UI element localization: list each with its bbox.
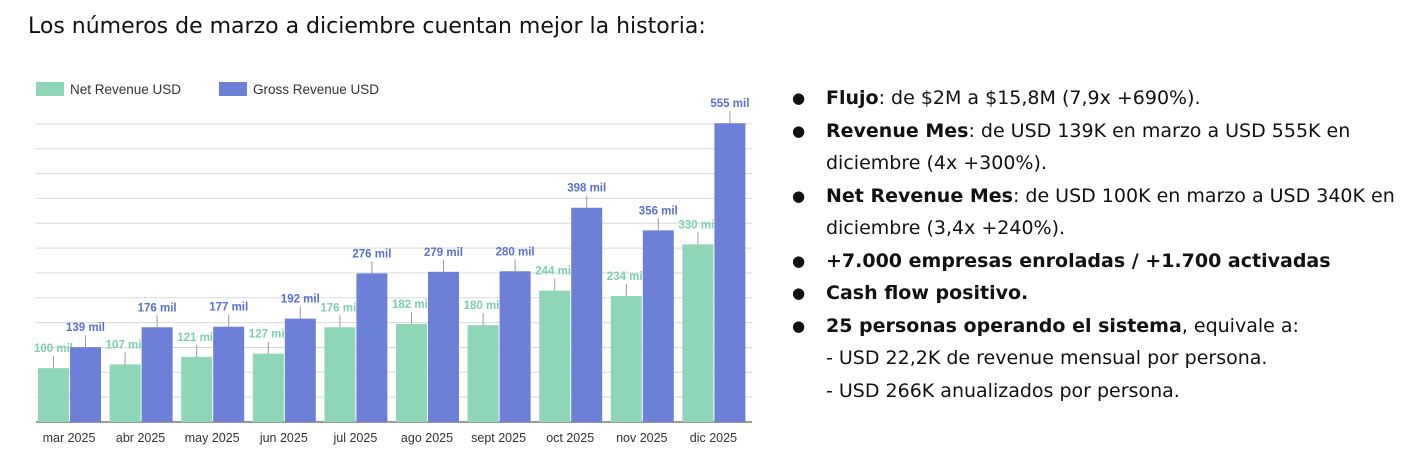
bar bbox=[499, 271, 531, 422]
legend-label: Net Revenue USD bbox=[70, 82, 181, 97]
bullet-net-revenue-mes: Net Revenue Mes: de USD 100K en marzo a … bbox=[790, 180, 1400, 245]
bar bbox=[213, 326, 245, 422]
data-label: 180 mil bbox=[464, 300, 503, 312]
bar bbox=[284, 318, 316, 422]
bullet-revenue-bold: Revenue Mes bbox=[826, 119, 969, 142]
x-tick-label: may 2025 bbox=[185, 431, 240, 445]
bar bbox=[642, 230, 674, 422]
bar bbox=[610, 296, 642, 422]
bar bbox=[324, 327, 356, 422]
bar bbox=[714, 123, 746, 422]
bar bbox=[356, 273, 388, 422]
x-tick-label: oct 2025 bbox=[546, 431, 594, 445]
legend-swatch bbox=[36, 82, 64, 96]
bullet-empresas: +7.000 empresas enroladas / +1.700 activ… bbox=[790, 245, 1400, 278]
data-label: 276 mil bbox=[352, 248, 391, 260]
bullet-flujo-text: : de $2M a $15,8M (7,9x +690%). bbox=[878, 87, 1201, 109]
data-label: 176 mil bbox=[138, 302, 177, 314]
bar bbox=[38, 368, 69, 422]
bullet-revenue-mes: Revenue Mes: de USD 139K en marzo a USD … bbox=[790, 115, 1400, 180]
data-label: 100 mil bbox=[34, 343, 73, 355]
x-tick-label: sept 2025 bbox=[471, 431, 526, 445]
data-label: 279 mil bbox=[424, 247, 463, 259]
revenue-bar-chart: Net Revenue USD Gross Revenue USD 100 mil 1… bbox=[34, 82, 752, 445]
bullet-flujo: Flujo: de $2M a $15,8M (7,9x +690%). bbox=[790, 82, 1400, 115]
legend-label: Gross Revenue USD bbox=[253, 82, 379, 97]
sub-line-annual: - USD 266K anualizados por persona. bbox=[826, 379, 1180, 402]
bar bbox=[539, 290, 571, 422]
data-label: 330 mil bbox=[678, 219, 717, 231]
bullet-personas-bold: 25 personas operando el sistema bbox=[826, 314, 1182, 337]
sub-line-monthly: - USD 22,2K de revenue mensual por perso… bbox=[826, 347, 1268, 369]
data-label: 176 mil bbox=[320, 302, 359, 314]
bullet-flujo-bold: Flujo bbox=[826, 87, 879, 109]
x-tick-label: ago 2025 bbox=[401, 431, 453, 445]
bullet-net-revenue-bold: Net Revenue Mes bbox=[826, 184, 1013, 207]
bar bbox=[428, 271, 459, 422]
data-label: 234 mil bbox=[607, 271, 646, 283]
data-label: 555 mil bbox=[710, 98, 749, 110]
x-tick-label: abr 2025 bbox=[116, 431, 165, 445]
bar bbox=[252, 353, 284, 422]
x-tick-label: mar 2025 bbox=[43, 431, 96, 445]
bullet-revenue-text: : de USD 139K en marzo a USD 555K en dic… bbox=[826, 119, 1351, 175]
bar bbox=[141, 327, 173, 422]
highlights-list: Flujo: de $2M a $15,8M (7,9x +690%). Rev… bbox=[790, 82, 1400, 407]
data-label: 177 mil bbox=[209, 302, 248, 314]
bar bbox=[682, 244, 714, 422]
bar bbox=[109, 364, 141, 422]
x-tick-label: jul 2025 bbox=[333, 431, 378, 445]
data-label: 121 mil bbox=[177, 332, 216, 344]
x-tick-label: jun 2025 bbox=[259, 431, 308, 445]
data-label: 244 mil bbox=[535, 266, 574, 278]
bar bbox=[467, 325, 499, 422]
data-label: 182 mil bbox=[392, 299, 431, 311]
data-label: 192 mil bbox=[281, 294, 320, 306]
legend-swatch bbox=[219, 82, 247, 96]
data-label: 107 mil bbox=[106, 339, 145, 351]
bullet-personas-text: , equivale a: bbox=[1181, 314, 1299, 337]
bullet-personas: 25 personas operando el sistema, equival… bbox=[790, 310, 1400, 408]
bullet-cash-flow-bold: Cash flow positivo. bbox=[826, 282, 1029, 304]
bar bbox=[70, 347, 101, 422]
data-label: 356 mil bbox=[639, 205, 678, 217]
data-label: 398 mil bbox=[567, 183, 606, 195]
page-heading: Los números de marzo a diciembre cuentan… bbox=[28, 14, 706, 39]
bar bbox=[571, 207, 603, 422]
x-tick-label: dic 2025 bbox=[690, 431, 737, 445]
data-label: 139 mil bbox=[66, 322, 105, 334]
x-tick-label: nov 2025 bbox=[616, 431, 667, 445]
bar bbox=[396, 324, 427, 422]
bar bbox=[181, 356, 213, 422]
bullet-empresas-bold: +7.000 empresas enroladas / +1.700 activ… bbox=[826, 249, 1331, 272]
data-label: 280 mil bbox=[496, 246, 535, 258]
bullet-cash-flow: Cash flow positivo. bbox=[790, 277, 1400, 310]
bullet-net-revenue-text: : de USD 100K en marzo a USD 340K en dic… bbox=[826, 184, 1395, 240]
data-label: 127 mil bbox=[249, 329, 288, 341]
